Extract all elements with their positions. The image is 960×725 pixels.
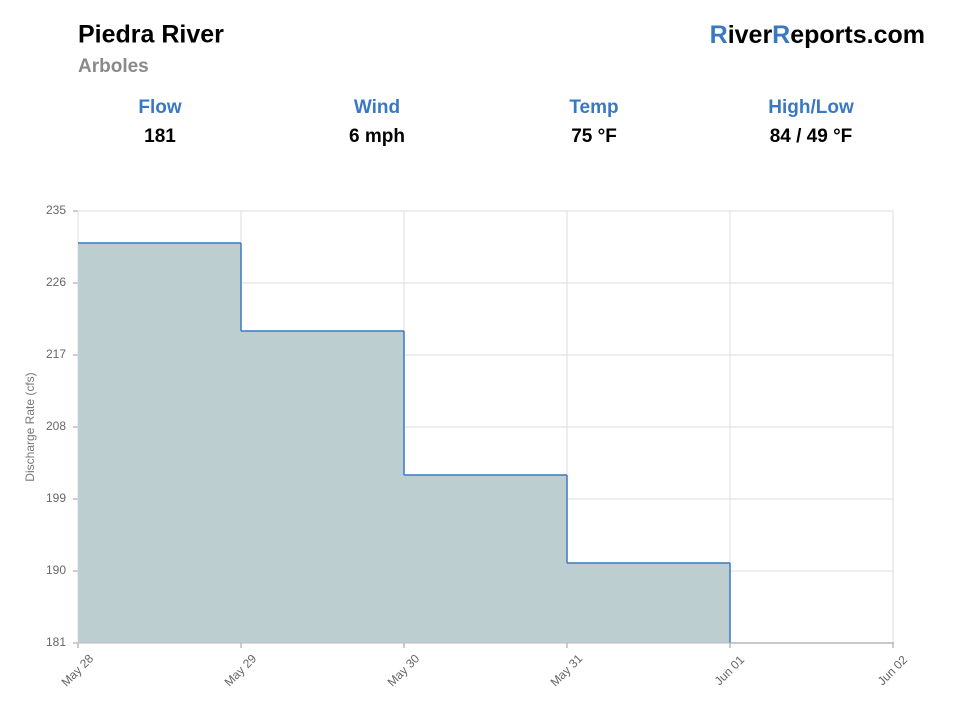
y-tick-label: 217	[46, 347, 66, 361]
y-tick-label: 190	[46, 563, 66, 577]
x-tick-label: Jun 02	[875, 652, 911, 688]
stat-value: 75 °F	[571, 126, 617, 147]
river-subtitle: Arboles	[78, 56, 149, 77]
logo-part: iver	[728, 21, 773, 49]
stat-label: Wind	[354, 97, 400, 118]
y-tick-label: 226	[46, 275, 66, 289]
y-tick-label: 235	[46, 203, 66, 217]
x-tick-label: May 30	[385, 651, 423, 689]
stats: Flow 181 Wind 6 mph Temp 75 °F High/Low 84 / 49…	[138, 97, 854, 147]
area-step	[404, 475, 567, 643]
stat-value: 84 / 49 °F	[770, 126, 853, 147]
area-step	[78, 243, 241, 643]
stat-label: Flow	[138, 97, 181, 118]
area-step	[241, 331, 404, 643]
x-tick-label: May 31	[548, 651, 586, 689]
logo-part: R	[710, 21, 728, 49]
logo-part: eports.com	[790, 21, 925, 49]
stat-value: 6 mph	[349, 126, 405, 147]
stat-label: Temp	[569, 97, 618, 118]
y-tick-label: 208	[46, 419, 66, 433]
river-title: Piedra River	[78, 21, 224, 49]
y-axis-label: Discharge Rate (cfs)	[23, 372, 37, 481]
x-tick-label: Jun 01	[712, 652, 748, 688]
site-logo[interactable]: RiverReports.com	[710, 21, 925, 49]
area-step	[567, 563, 730, 643]
x-tick-label: May 28	[59, 651, 97, 689]
y-tick-label: 181	[46, 635, 66, 649]
stat-label: High/Low	[768, 97, 854, 118]
chart: 181 190 199 208 217 226 235 May 28 May 29 May 30 M…	[23, 203, 910, 689]
y-tick-label: 199	[46, 491, 66, 505]
x-tick-label: May 29	[222, 651, 260, 689]
stat-value: 181	[144, 126, 176, 147]
logo-part: R	[772, 21, 790, 49]
